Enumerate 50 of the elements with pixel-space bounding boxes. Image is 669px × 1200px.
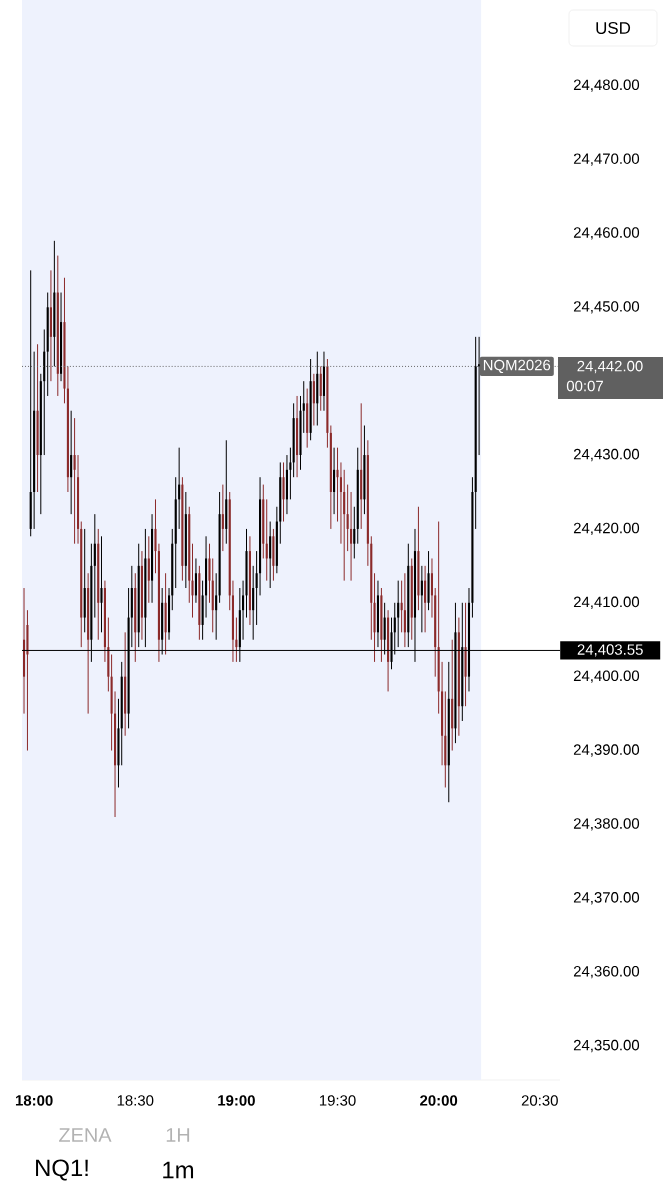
text: ZENA <box>59 1128 112 1142</box>
candlestick <box>194 557 197 604</box>
x-tick-label: 19:30 <box>319 1095 356 1106</box>
candlestick <box>100 535 103 633</box>
x-tick-label: 18:30 <box>117 1095 154 1106</box>
candlestick <box>215 572 218 641</box>
y-tick-label: 24,420.00 <box>573 522 640 536</box>
y-tick-label: 24,390.00 <box>573 744 640 757</box>
candlestick <box>312 373 315 426</box>
y-tick-label: 24,350.00 <box>573 1039 640 1053</box>
candlestick <box>350 491 353 582</box>
x-tick-label: 19:00 <box>218 1095 255 1106</box>
candlestick <box>333 447 336 515</box>
text: 1H <box>166 1128 190 1142</box>
text: USD <box>596 21 631 34</box>
candlestick <box>403 572 406 648</box>
candlestick <box>353 506 356 559</box>
ref-line-label: 24,403.55 <box>577 644 643 657</box>
ref-line-label: NQM2026 <box>483 359 551 374</box>
y-tick-label: 24,470.00 <box>573 153 640 166</box>
candlestick <box>339 461 343 545</box>
text: 00:07 <box>566 380 603 392</box>
candlestick <box>265 498 268 582</box>
text: NQ1! <box>36 1159 88 1181</box>
candlestick <box>70 410 73 515</box>
y-tick-label: 24,400.00 <box>573 670 640 683</box>
y-tick-label: 24,450.00 <box>573 301 640 314</box>
x-tick-label: 20:00 <box>420 1095 458 1106</box>
candlestick <box>252 565 255 641</box>
candlestick <box>282 461 285 523</box>
text: 1m <box>163 1161 194 1179</box>
candlestick <box>420 565 423 633</box>
x-tick-label: 20:30 <box>521 1095 558 1106</box>
y-tick-label: 24,380.00 <box>573 818 640 831</box>
y-tick-label: 24,480.00 <box>573 79 640 92</box>
y-tick-label: 24,360.00 <box>573 965 640 979</box>
candlestick <box>319 365 322 412</box>
text: 24,442.00 <box>577 360 643 374</box>
candlestick <box>147 535 150 604</box>
y-tick-label: 24,370.00 <box>573 892 640 905</box>
candlestick <box>93 513 96 619</box>
candlestick <box>221 484 224 552</box>
candlestick <box>73 417 76 545</box>
candlestick <box>397 580 400 648</box>
candlestick <box>424 565 427 633</box>
x-tick-label: 18:00 <box>15 1095 53 1106</box>
y-tick-label: 24,460.00 <box>573 227 640 240</box>
candlestick <box>178 447 181 530</box>
y-tick-label: 24,410.00 <box>573 596 640 609</box>
y-tick-label: 24,430.00 <box>573 448 640 462</box>
